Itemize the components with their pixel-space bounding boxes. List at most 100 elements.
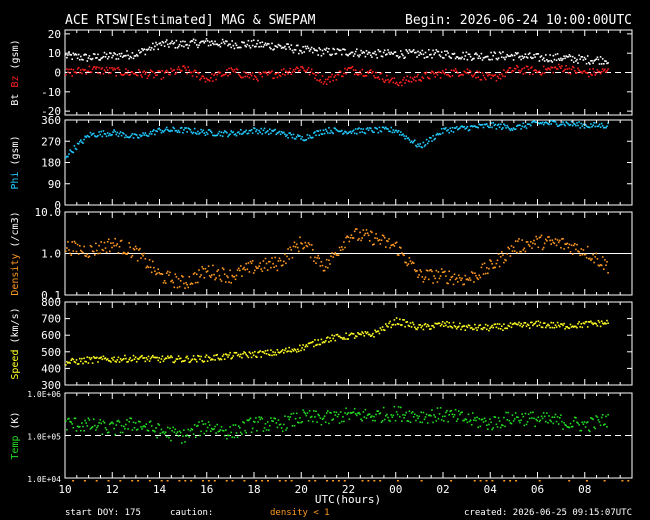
data-point bbox=[569, 251, 572, 253]
data-point bbox=[342, 338, 344, 340]
data-point bbox=[303, 411, 305, 413]
data-point bbox=[272, 49, 274, 51]
data-point bbox=[527, 243, 530, 246]
data-point bbox=[583, 322, 586, 325]
data-point bbox=[467, 279, 470, 281]
data-point bbox=[349, 130, 352, 133]
data-point bbox=[561, 65, 563, 67]
data-point bbox=[409, 50, 412, 53]
data-point bbox=[283, 260, 285, 263]
data-point bbox=[95, 429, 97, 431]
data-point bbox=[124, 136, 126, 139]
data-point bbox=[334, 414, 337, 416]
data-point bbox=[553, 326, 556, 329]
data-point bbox=[590, 123, 592, 125]
data-point bbox=[549, 419, 551, 421]
data-point bbox=[551, 66, 554, 69]
data-point bbox=[211, 427, 213, 430]
data-point bbox=[92, 132, 95, 135]
data-point bbox=[373, 415, 375, 418]
data-point bbox=[143, 357, 145, 359]
data-point bbox=[141, 354, 143, 357]
data-point bbox=[192, 131, 195, 134]
ytick-label: 0.1 bbox=[41, 289, 61, 302]
data-point bbox=[422, 328, 425, 331]
data-point bbox=[476, 70, 478, 73]
data-point bbox=[380, 239, 383, 241]
data-point bbox=[230, 431, 232, 434]
data-point bbox=[248, 45, 251, 47]
data-point bbox=[215, 78, 217, 81]
data-point bbox=[468, 324, 471, 327]
data-point bbox=[589, 68, 591, 71]
data-point bbox=[135, 53, 138, 56]
data-point bbox=[574, 57, 576, 59]
data-point bbox=[562, 70, 564, 73]
data-point bbox=[593, 122, 595, 124]
data-point bbox=[237, 73, 240, 76]
data-point bbox=[263, 44, 266, 46]
data-point bbox=[476, 329, 478, 331]
data-point bbox=[172, 361, 174, 363]
data-point bbox=[139, 421, 141, 423]
data-point bbox=[361, 419, 363, 422]
data-point bbox=[476, 416, 478, 419]
data-point bbox=[449, 410, 451, 413]
data-point bbox=[607, 272, 609, 274]
data-point bbox=[581, 421, 584, 424]
data-point bbox=[85, 53, 87, 56]
data-point bbox=[357, 54, 359, 57]
data-point bbox=[147, 430, 150, 432]
data-point bbox=[243, 266, 245, 269]
data-point bbox=[382, 329, 385, 331]
data-point bbox=[287, 73, 289, 75]
data-point bbox=[425, 138, 428, 141]
data-point bbox=[486, 72, 488, 75]
data-point bbox=[518, 124, 520, 126]
data-point bbox=[394, 242, 397, 244]
data-point bbox=[454, 127, 457, 129]
data-point bbox=[364, 132, 367, 135]
data-point bbox=[592, 323, 594, 326]
data-point bbox=[308, 410, 311, 412]
data-point bbox=[474, 125, 476, 127]
data-point bbox=[127, 251, 129, 254]
caution-mark bbox=[261, 480, 264, 482]
data-point bbox=[488, 267, 490, 270]
data-point bbox=[555, 420, 558, 423]
data-point bbox=[436, 50, 439, 53]
data-point bbox=[459, 413, 461, 416]
data-point bbox=[429, 136, 431, 139]
data-point bbox=[433, 414, 435, 416]
data-point bbox=[310, 341, 313, 344]
data-point bbox=[146, 358, 149, 361]
data-point bbox=[200, 274, 202, 276]
data-point bbox=[443, 325, 445, 327]
data-point bbox=[99, 72, 101, 75]
data-point bbox=[154, 133, 156, 136]
data-point bbox=[466, 421, 469, 424]
data-point bbox=[210, 44, 212, 46]
data-point bbox=[121, 132, 124, 134]
data-point bbox=[167, 129, 169, 131]
data-point bbox=[487, 74, 489, 77]
data-point bbox=[235, 134, 238, 137]
data-point bbox=[304, 70, 307, 73]
data-point bbox=[559, 239, 561, 242]
data-point bbox=[424, 144, 427, 146]
data-point bbox=[219, 429, 222, 431]
data-point bbox=[108, 134, 110, 137]
caution-mark bbox=[326, 480, 329, 482]
data-point bbox=[380, 329, 383, 331]
data-point bbox=[404, 82, 406, 84]
data-point bbox=[168, 436, 170, 439]
data-point bbox=[254, 350, 256, 353]
data-point bbox=[65, 156, 67, 159]
data-point bbox=[473, 281, 475, 283]
data-point bbox=[270, 417, 272, 419]
data-point bbox=[188, 44, 191, 47]
data-point bbox=[317, 130, 319, 132]
data-point bbox=[406, 321, 409, 323]
data-point bbox=[353, 230, 356, 233]
data-point bbox=[302, 67, 304, 69]
